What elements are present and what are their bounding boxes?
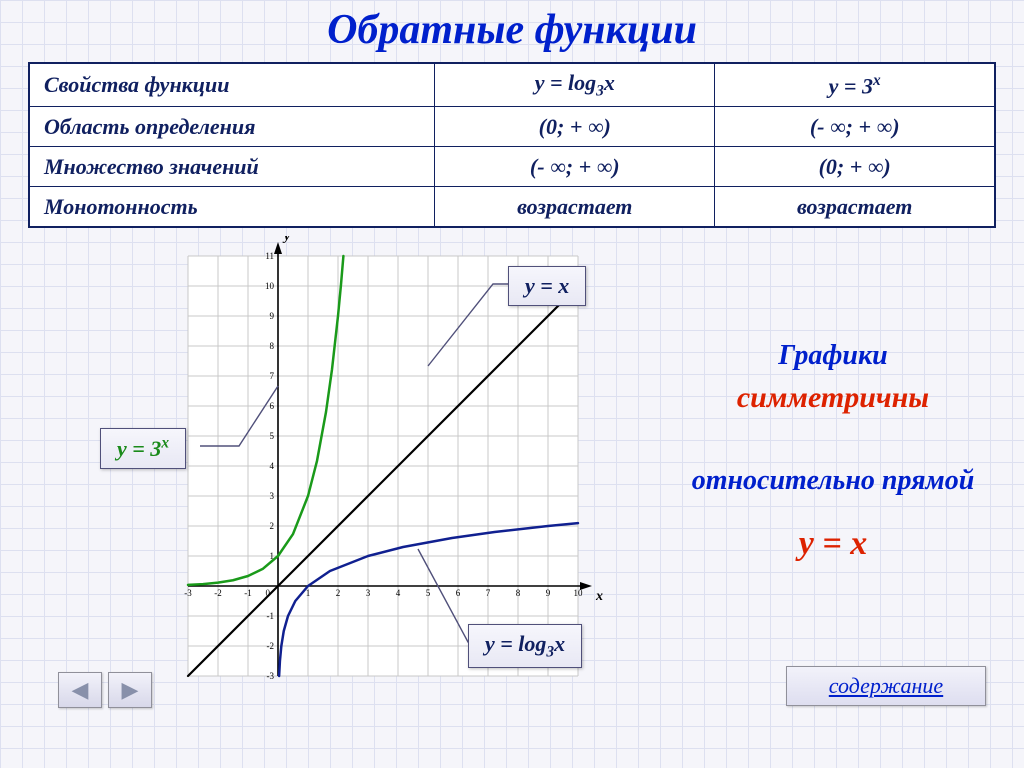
table-header-exp: y = 3x (715, 63, 995, 107)
svg-text:6: 6 (270, 401, 275, 411)
svg-text:2: 2 (336, 588, 341, 598)
svg-text:-1: -1 (244, 588, 252, 598)
svg-text:5: 5 (270, 431, 275, 441)
svg-text:4: 4 (270, 461, 275, 471)
row-prop: Монотонность (29, 187, 435, 227)
row-col3: (- ∞; + ∞) (715, 107, 995, 147)
svg-text:7: 7 (270, 371, 275, 381)
svg-text:-3: -3 (267, 671, 275, 681)
row-col2: возрастает (435, 187, 715, 227)
svg-text:-3: -3 (184, 588, 192, 598)
table-row: Область определения (0; + ∞) (- ∞; + ∞) (29, 107, 995, 147)
row-col3: возрастает (715, 187, 995, 227)
svg-text:8: 8 (516, 588, 521, 598)
caption-line1b: симметричны (737, 381, 929, 414)
svg-text:-2: -2 (267, 641, 275, 651)
svg-text:6: 6 (456, 588, 461, 598)
row-prop: Множество значений (29, 147, 435, 187)
svg-text:x: x (595, 589, 603, 604)
svg-text:8: 8 (270, 341, 275, 351)
svg-text:10: 10 (574, 588, 584, 598)
svg-text:-2: -2 (214, 588, 222, 598)
properties-table: Свойства функции y = log3x y = 3x Област… (28, 62, 996, 228)
svg-text:2: 2 (270, 521, 275, 531)
contents-button[interactable]: содержание (786, 666, 986, 706)
table-row: Множество значений (- ∞; + ∞) (0; + ∞) (29, 147, 995, 187)
table-header-log: y = log3x (435, 63, 715, 107)
svg-text:3: 3 (366, 588, 371, 598)
callout-identity: y = x (508, 266, 586, 306)
svg-text:3: 3 (270, 491, 275, 501)
next-button[interactable]: ▶ (108, 672, 152, 708)
caption-eq: у = х (668, 519, 998, 568)
row-col2: (0; + ∞) (435, 107, 715, 147)
symmetry-caption: Графики симметричны относительно прямой … (668, 336, 998, 569)
svg-text:7: 7 (486, 588, 491, 598)
caption-line2: относительно прямой (692, 465, 975, 496)
svg-text:9: 9 (546, 588, 551, 598)
svg-text:4: 4 (396, 588, 401, 598)
svg-text:9: 9 (270, 311, 275, 321)
callout-exp: y = 3x (100, 428, 186, 469)
svg-text:5: 5 (426, 588, 431, 598)
nav-buttons: ◀ ▶ (58, 672, 152, 708)
row-prop: Область определения (29, 107, 435, 147)
svg-text:11: 11 (265, 251, 274, 261)
prev-button[interactable]: ◀ (58, 672, 102, 708)
row-col3: (0; + ∞) (715, 147, 995, 187)
table-row: Монотонность возрастает возрастает (29, 187, 995, 227)
svg-text:y: y (282, 236, 291, 244)
page-title: Обратные функции (28, 6, 996, 54)
svg-text:10: 10 (265, 281, 275, 291)
row-col2: (- ∞; + ∞) (435, 147, 715, 187)
table-header-prop: Свойства функции (29, 63, 435, 107)
svg-text:-1: -1 (267, 611, 275, 621)
caption-line1a: Графики (778, 340, 888, 371)
callout-log: y = log3x (468, 624, 582, 668)
